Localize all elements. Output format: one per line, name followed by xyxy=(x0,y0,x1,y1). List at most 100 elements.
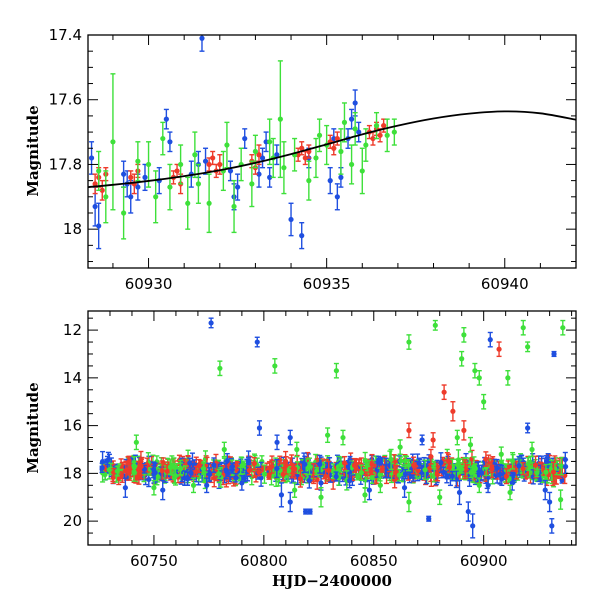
green-data-point xyxy=(292,482,298,498)
blue-data-point xyxy=(401,477,408,498)
green-data-point xyxy=(231,179,237,234)
green-data-point xyxy=(195,163,202,204)
red-data-point xyxy=(210,150,216,166)
band-point xyxy=(229,462,235,471)
band-point xyxy=(513,460,520,480)
green-data-point xyxy=(362,486,368,503)
green-data-point xyxy=(190,477,197,494)
x-tick-label: 60900 xyxy=(460,552,508,570)
green-data-point xyxy=(185,176,191,230)
band-point xyxy=(266,461,273,475)
green-data-point xyxy=(476,369,482,386)
band-point xyxy=(246,465,252,476)
blue-data-point xyxy=(267,166,273,188)
band-point xyxy=(171,457,177,477)
green-data-point xyxy=(505,369,511,386)
band-point xyxy=(398,456,404,466)
blue-data-point xyxy=(334,183,340,211)
green-data-point xyxy=(272,358,278,374)
y-tick-label: 18 xyxy=(63,220,82,238)
blue-data-point xyxy=(160,479,166,501)
band-point xyxy=(422,459,428,481)
band-point xyxy=(211,457,217,473)
band-point xyxy=(376,455,382,465)
blue-data-point xyxy=(256,420,263,436)
band-point xyxy=(274,458,280,479)
green-data-point xyxy=(338,128,344,175)
y-tick-label: 17.8 xyxy=(49,155,82,173)
blue-data-point xyxy=(485,477,491,494)
band-point xyxy=(193,465,199,478)
blue-data-point xyxy=(299,221,305,250)
green-data-point xyxy=(481,393,487,410)
blue-data-point xyxy=(204,477,210,494)
band-point xyxy=(362,451,368,469)
band-point xyxy=(441,466,447,479)
blue-data-point xyxy=(167,131,173,153)
band-point xyxy=(114,465,120,477)
blue-data-point xyxy=(327,166,333,195)
blue-data-point xyxy=(426,515,432,522)
blue-data-point xyxy=(239,475,245,491)
plot-frame xyxy=(87,34,577,269)
x-tick-label: 60940 xyxy=(481,275,529,293)
green-data-point xyxy=(192,131,198,179)
green-data-point xyxy=(406,334,412,350)
x-tick-label: 60935 xyxy=(303,275,351,293)
green-data-point xyxy=(384,118,390,153)
top-light-curve-panel: 60930 60935 60940 17.4 17.6 17.8 18 Magnitude xyxy=(24,26,577,293)
band-point xyxy=(317,454,323,474)
blue-data-point xyxy=(465,501,471,522)
band-point xyxy=(138,457,144,476)
green-data-point xyxy=(373,111,380,140)
green-data-point xyxy=(476,477,482,494)
band-point xyxy=(550,461,557,483)
band-point xyxy=(459,464,465,474)
band-point xyxy=(476,464,482,482)
band-point xyxy=(322,468,329,485)
red-data-point xyxy=(406,422,412,439)
band-point xyxy=(358,464,364,482)
blue-data-point xyxy=(259,147,266,169)
red-data-point xyxy=(306,144,312,159)
y-tick-label: 18 xyxy=(63,464,82,482)
band-point xyxy=(392,464,399,481)
red-data-point xyxy=(445,453,452,470)
plot-area xyxy=(88,35,576,250)
blue-data-point xyxy=(487,331,493,348)
red-data-point xyxy=(92,173,98,195)
band-point xyxy=(144,457,150,473)
band-point xyxy=(152,462,158,483)
blue-data-point xyxy=(288,202,294,237)
x-tick-label: 60750 xyxy=(130,552,178,570)
band-point xyxy=(225,469,231,478)
green-data-point xyxy=(103,170,109,224)
green-data-point xyxy=(121,186,127,240)
blue-data-point xyxy=(307,508,313,515)
y-tick-label: 17.6 xyxy=(49,91,82,109)
band-point xyxy=(534,468,540,478)
band-point xyxy=(256,467,262,477)
green-data-point xyxy=(318,486,324,508)
blue-data-point xyxy=(199,35,205,52)
blue-data-point xyxy=(122,477,128,498)
red-data-point xyxy=(334,131,340,146)
blue-data-point xyxy=(551,350,557,358)
blue-data-point xyxy=(274,144,280,166)
green-data-point xyxy=(325,427,331,444)
y-tick-label: 16 xyxy=(63,417,82,435)
green-data-point xyxy=(341,102,348,143)
y-axis-label: Magnitude xyxy=(24,382,42,473)
band-point xyxy=(438,452,444,474)
blue-data-point xyxy=(287,491,293,513)
green-data-point xyxy=(153,170,159,224)
band-point xyxy=(233,473,239,483)
blue-data-point xyxy=(274,434,280,451)
green-data-point xyxy=(294,441,300,458)
band-point xyxy=(416,457,422,469)
green-data-point xyxy=(461,327,467,343)
y-tick-label: 14 xyxy=(63,369,82,387)
band-point xyxy=(379,465,385,473)
green-data-point xyxy=(529,441,535,458)
